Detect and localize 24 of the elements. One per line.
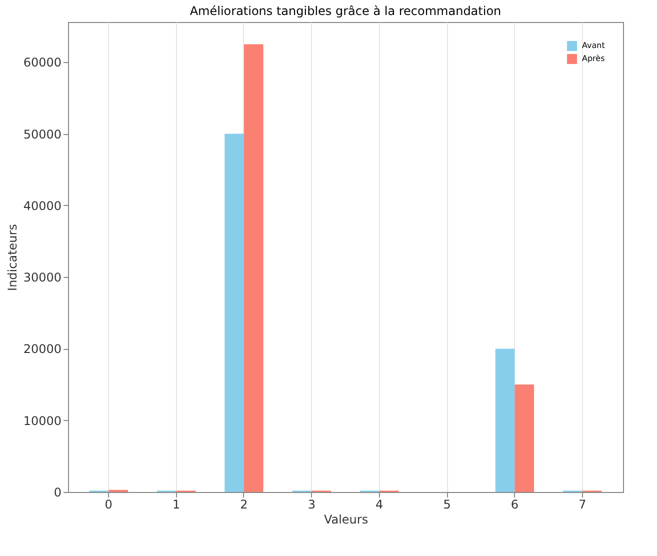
x-tick-label: 0 [104, 498, 112, 512]
y-tick-label: 10000 [23, 414, 62, 428]
bar [224, 134, 244, 492]
x-tick-label: 4 [376, 498, 384, 512]
x-tick-label: 7 [578, 498, 586, 512]
legend-label: Après [582, 54, 605, 63]
y-tick-label: 60000 [23, 56, 62, 70]
x-axis-title: Valeurs [324, 512, 368, 526]
x-tick-label: 5 [443, 498, 451, 512]
y-tick-label: 20000 [23, 342, 62, 356]
chart-title: Améliorations tangibles grâce à la recommandation [190, 4, 502, 18]
x-tick-label: 3 [308, 498, 316, 512]
bar [495, 348, 515, 492]
x-tick-label: 6 [510, 498, 519, 512]
bar [244, 44, 264, 492]
y-tick-label: 0 [54, 486, 62, 500]
y-axis-title: Indicateurs [5, 224, 20, 291]
y-tick-label: 50000 [23, 127, 62, 142]
bar [514, 384, 534, 492]
x-tick-label: 1 [172, 498, 180, 512]
y-tick-label: 30000 [23, 270, 62, 285]
x-tick-label: 2 [240, 498, 248, 512]
y-tick-label: 40000 [23, 198, 62, 213]
legend-label: Avant [582, 41, 605, 50]
